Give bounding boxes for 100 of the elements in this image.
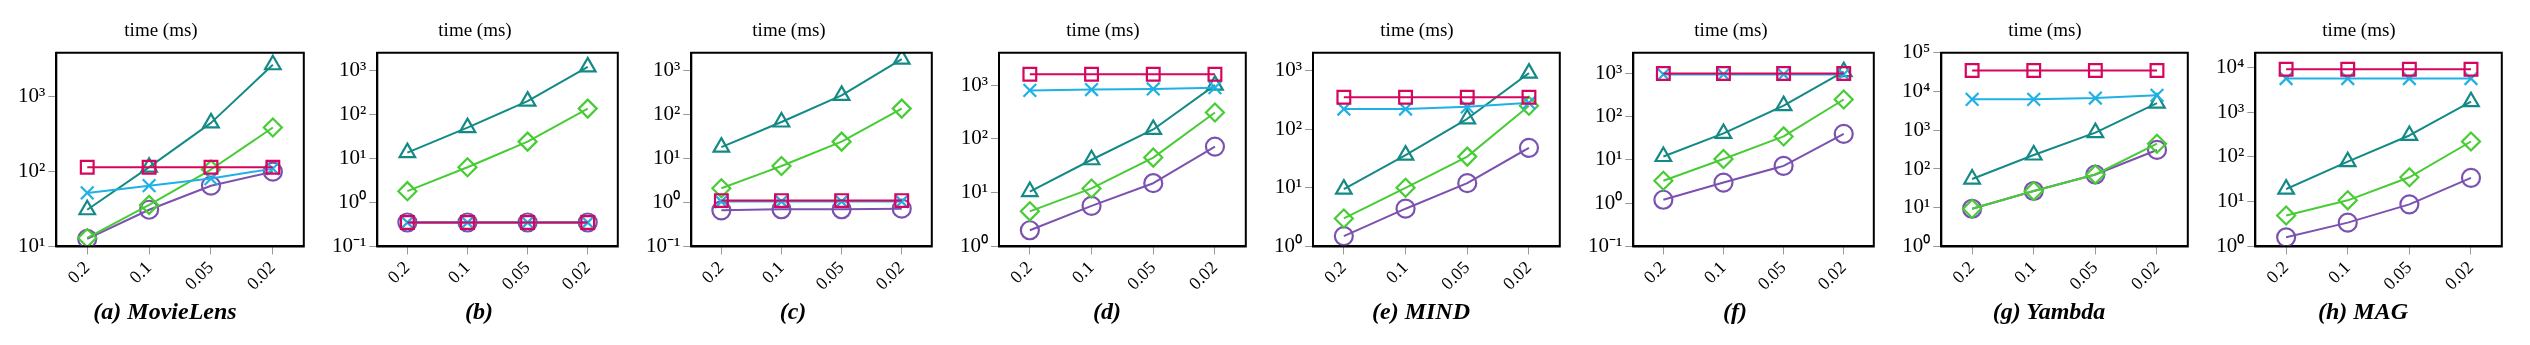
- y-tick-label: 10²: [339, 100, 367, 125]
- point: [832, 85, 851, 101]
- point: [1143, 173, 1164, 194]
- point: [2087, 62, 2103, 78]
- y-tick-label: 10¹: [653, 144, 681, 169]
- point: [1520, 63, 1538, 79]
- point: [1204, 136, 1226, 157]
- y-tick-label: 10⁰: [338, 188, 367, 213]
- point: [1082, 149, 1101, 166]
- y-tick-label: 10²: [2217, 143, 2245, 168]
- x-tick-label: 0.02: [1813, 257, 1850, 294]
- point: [1774, 95, 1793, 112]
- x-tick-label: 0.2: [1005, 257, 1037, 288]
- point: [891, 98, 912, 119]
- y-tick-label: 10⁰: [1274, 232, 1302, 257]
- y-tick-label: 10³: [2217, 98, 2245, 123]
- point: [1833, 123, 1854, 144]
- point: [1336, 89, 1352, 105]
- x-tick-label: 0.2: [1948, 257, 1979, 288]
- y-tick-label: 10¹: [1274, 174, 1302, 199]
- x-tick-label: 0.02: [1184, 257, 1222, 294]
- y-tick-label: 10³: [1274, 56, 1302, 81]
- point: [1084, 82, 1100, 97]
- y-tick-label: 10⁻¹: [332, 232, 367, 257]
- point: [1206, 75, 1224, 91]
- point: [2400, 125, 2419, 142]
- point: [2146, 133, 2168, 154]
- y-tick-label: 10¹: [960, 179, 988, 204]
- y-tick-label: 10⁰: [652, 188, 681, 213]
- y-tick-label: 10⁴: [1901, 78, 1931, 103]
- x-tick-label: 0.1: [757, 257, 788, 288]
- x-tick-label: 0.05: [497, 257, 534, 294]
- point: [397, 181, 418, 202]
- point: [771, 199, 792, 220]
- text: (b): [465, 298, 493, 325]
- x-tick-label: 0.1: [1381, 257, 1412, 288]
- x-tick-label: 0.2: [383, 257, 414, 288]
- point: [831, 199, 852, 220]
- point: [711, 200, 732, 221]
- y-tick-label: 10⁵: [1901, 39, 1931, 64]
- point: [1145, 66, 1161, 82]
- text: (g) Yambda: [1992, 298, 2106, 325]
- point: [1653, 170, 1674, 191]
- y-tick-label: 10⁰: [960, 232, 988, 257]
- point: [139, 194, 160, 215]
- y-axis-title: time (ms): [1380, 19, 1454, 42]
- point: [2026, 62, 2042, 78]
- point: [79, 185, 95, 201]
- point: [711, 178, 732, 199]
- point: [1398, 89, 1414, 105]
- point: [1022, 82, 1038, 98]
- x-tick-label: 0.1: [1699, 257, 1730, 288]
- point: [1833, 89, 1854, 110]
- x-tick-label: 0.2: [697, 257, 728, 288]
- y-tick-label: 10¹: [1595, 146, 1623, 171]
- x-tick-label: 0.02: [871, 257, 908, 294]
- point: [1459, 89, 1475, 105]
- y-tick-label: 10⁰: [1902, 232, 1931, 257]
- point: [79, 159, 95, 175]
- x-tick-label: 0.1: [125, 257, 156, 288]
- point: [1713, 148, 1734, 170]
- text: (c): [779, 298, 807, 325]
- point: [1081, 195, 1102, 216]
- x-tick-label: 0.1: [443, 257, 474, 288]
- text: (e) MIND: [1372, 298, 1470, 325]
- point: [2026, 91, 2042, 107]
- y-tick-label: 10⁴: [2215, 53, 2245, 78]
- point: [1081, 178, 1102, 199]
- y-tick-label: 10²: [1903, 155, 1931, 180]
- y-tick-label: 10³: [653, 56, 681, 81]
- y-axis-title: time (ms): [1066, 19, 1140, 42]
- point: [2146, 139, 2168, 161]
- point: [2278, 61, 2294, 77]
- x-tick-label: 0.05: [2065, 257, 2102, 294]
- x-tick-label: 0.2: [63, 257, 94, 288]
- x-tick-label: 0.05: [2379, 257, 2416, 294]
- point: [1396, 145, 1415, 161]
- x-tick-label: 0.05: [811, 257, 848, 294]
- point: [457, 157, 478, 178]
- point: [831, 131, 852, 152]
- point: [1773, 126, 1794, 147]
- x-tick-label: 0.02: [2440, 257, 2478, 294]
- text: (h) MAG: [2317, 298, 2408, 325]
- y-tick-label: 10⁰: [1594, 189, 1623, 214]
- point: [1521, 89, 1537, 105]
- point: [1458, 108, 1477, 125]
- y-tick-label: 10³: [339, 56, 367, 81]
- point: [2149, 87, 2165, 103]
- point: [1964, 62, 1980, 78]
- point: [2276, 205, 2297, 226]
- point: [2399, 194, 2420, 215]
- y-axis-title: time (ms): [1694, 19, 1768, 42]
- point: [2087, 90, 2103, 106]
- y-tick-label: 10²: [653, 100, 681, 125]
- y-tick-label: 10²: [960, 125, 988, 150]
- point: [2277, 179, 2296, 195]
- x-tick-label: 0.2: [2262, 257, 2293, 288]
- point: [2401, 61, 2417, 77]
- point: [1457, 173, 1478, 194]
- point: [2463, 61, 2479, 77]
